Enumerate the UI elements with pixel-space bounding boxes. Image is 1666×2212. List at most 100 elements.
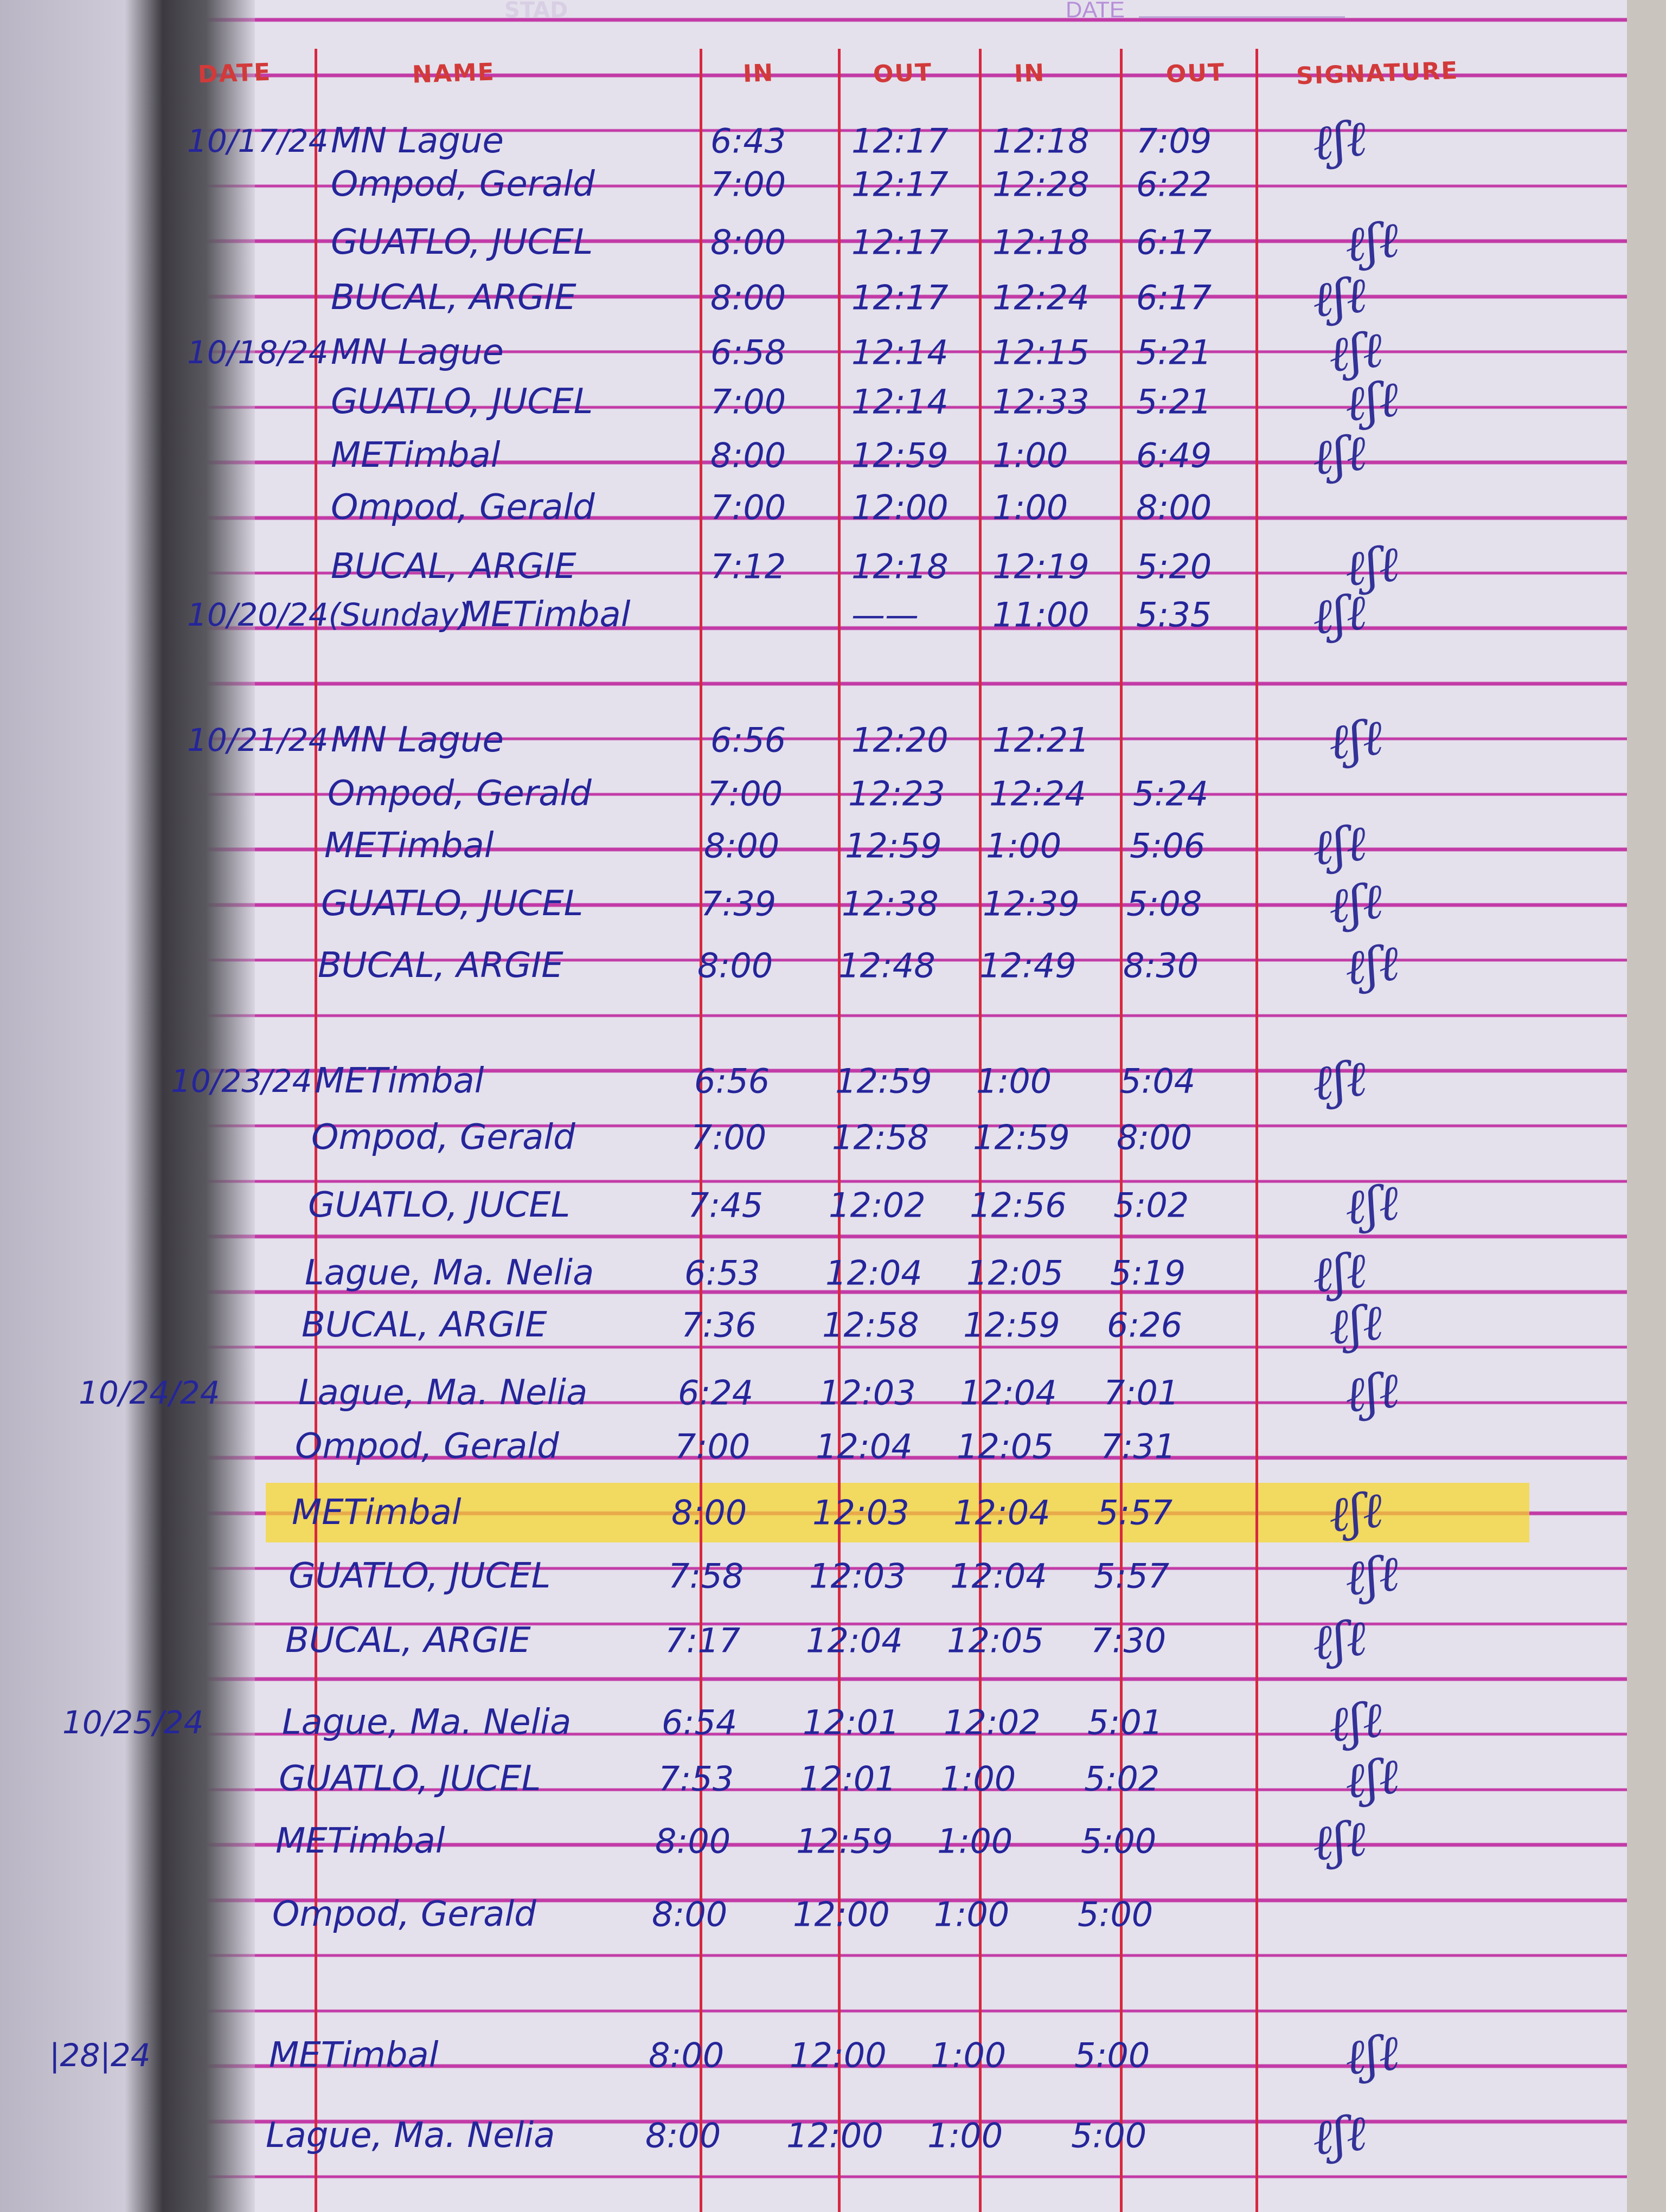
cell-out1: 12:48 (838, 946, 935, 986)
cell-name: METimbal (324, 826, 494, 866)
cell-name: GUATLO, JUCEL (321, 884, 584, 924)
cell-out1: 12:17 (851, 121, 949, 161)
cell-in1: 7:00 (710, 382, 786, 422)
cell-name: BUCAL, ARGIE (318, 946, 563, 986)
signature-scribble: ℓʃℓ (1342, 934, 1402, 997)
cell-out2: 8:30 (1123, 946, 1199, 986)
signature-scribble: ℓʃℓ (1342, 1174, 1402, 1237)
cell-out2: 5:00 (1078, 1894, 1154, 1934)
cell-in1: 6:53 (684, 1253, 760, 1293)
signature-scribble: ℓʃℓ (1342, 1361, 1402, 1424)
cell-in2: 12:18 (992, 121, 1090, 161)
cell-out1: 12:18 (851, 546, 949, 587)
cell-out1: 12:01 (799, 1759, 896, 1799)
header-date: DATE (197, 58, 272, 89)
cell-out2: 6:26 (1107, 1305, 1183, 1345)
cell-in1: 8:00 (652, 1894, 728, 1934)
header-out-am: OUT (873, 59, 933, 88)
cell-in2: 12:24 (992, 278, 1090, 318)
cell-out1: 12:59 (845, 826, 942, 866)
cell-out2: 5:21 (1136, 332, 1212, 372)
cell-name: METimbal (315, 1061, 484, 1101)
cell-in2: 1:00 (927, 2115, 1003, 2156)
cell-in1: 7:45 (688, 1185, 764, 1225)
cell-out1: 12:00 (793, 1894, 890, 1934)
cell-in2: 12:05 (957, 1426, 1054, 1467)
cell-in1: 7:36 (681, 1305, 757, 1345)
cell-in1: 8:00 (697, 946, 773, 986)
cell-in2: 12:04 (960, 1373, 1057, 1413)
cell-in2: 12:02 (944, 1702, 1041, 1742)
cell-out1: 12:04 (806, 1621, 903, 1661)
cell-in2: 12:04 (950, 1556, 1047, 1596)
cell-in2: 12:05 (947, 1621, 1044, 1661)
highlighted-row-marker (266, 1483, 1529, 1542)
cell-out1: 12:17 (851, 222, 949, 262)
cell-in1: 7:00 (710, 487, 786, 528)
header-in-pm: IN (1014, 59, 1046, 88)
cell-out1: 12:04 (816, 1426, 913, 1467)
column-divider (700, 49, 702, 2212)
cell-in1: 6:56 (694, 1061, 770, 1101)
signature-scribble: ℓʃℓ (1309, 424, 1369, 487)
cell-in1: 7:12 (710, 546, 786, 587)
cell-in2: 12:59 (963, 1305, 1060, 1345)
cell-name: Ompod, Gerald (311, 1117, 575, 1158)
cell-out1: 12:17 (851, 164, 949, 204)
cell-in1: 8:00 (710, 435, 786, 475)
cell-name: GUATLO, JUCEL (331, 222, 593, 262)
cell-in1: 6:54 (662, 1702, 738, 1742)
cell-in1: 8:00 (645, 2115, 721, 2156)
cell-in1: 6:43 (710, 121, 786, 161)
cell-in2: 12:56 (970, 1185, 1067, 1225)
page-date-line (1139, 16, 1345, 18)
cell-out1: 12:38 (842, 884, 939, 924)
cell-name: Lague, Ma. Nelia (266, 2115, 555, 2156)
cell-out1: 12:59 (851, 435, 949, 475)
signature-scribble: ℓʃℓ (1309, 110, 1369, 172)
signature-scribble: ℓʃℓ (1342, 211, 1402, 274)
cell-out1: 12:02 (829, 1185, 926, 1225)
cell-in2: 1:00 (931, 2035, 1007, 2075)
cell-out2: 5:57 (1097, 1493, 1173, 1533)
cell-name: BUCAL, ARGIE (331, 278, 576, 318)
book-binding-shadow (0, 0, 255, 2212)
signature-scribble: ℓʃℓ (1325, 1294, 1386, 1356)
cell-date: 10/24/24 (79, 1374, 220, 1411)
cell-out2: 5:00 (1081, 1821, 1157, 1861)
cell-out2: 5:20 (1136, 546, 1212, 587)
cell-out1: 12:01 (803, 1702, 900, 1742)
cell-in1: 7:17 (665, 1621, 741, 1661)
cell-out1: 12:00 (786, 2115, 883, 2156)
cell-in2: 12:39 (983, 884, 1080, 924)
signature-scribble: ℓʃℓ (1309, 583, 1369, 646)
signature-scribble: ℓʃℓ (1309, 2104, 1369, 2167)
cell-in1: 7:39 (701, 884, 777, 924)
cell-in1: 8:00 (704, 826, 780, 866)
cell-name: METimbal (461, 595, 631, 635)
cell-out2: 6:22 (1136, 164, 1212, 204)
cell-in1: 8:00 (649, 2035, 725, 2075)
cell-name: MN Lague (331, 720, 504, 760)
signature-scribble: ℓʃℓ (1342, 1545, 1402, 1607)
cell-in1: 7:00 (691, 1117, 767, 1158)
cell-name: METimbal (292, 1493, 462, 1533)
cell-name: METimbal (331, 435, 501, 475)
cell-in2: 12:04 (953, 1493, 1050, 1533)
cell-in2: 1:00 (986, 826, 1062, 866)
signature-scribble: ℓʃℓ (1309, 1810, 1369, 1873)
cell-out2: 7:09 (1136, 121, 1212, 161)
cell-out1: 12:03 (819, 1373, 916, 1413)
cell-name: BUCAL, ARGIE (331, 546, 576, 587)
cell-out1: 12:00 (790, 2035, 887, 2075)
cell-out1: 12:03 (809, 1556, 906, 1596)
cell-in2: 12:24 (989, 774, 1086, 814)
faint-header-label: STAD (504, 0, 568, 23)
cell-in2: 1:00 (937, 1821, 1013, 1861)
cell-name: METimbal (269, 2035, 439, 2075)
signature-scribble: ℓʃℓ (1309, 1050, 1369, 1113)
cell-out1: 12:23 (848, 774, 945, 814)
cell-out2: 6:17 (1136, 278, 1212, 318)
cell-name: Ompod, Gerald (295, 1426, 559, 1467)
signature-scribble: ℓʃℓ (1342, 2024, 1402, 2087)
